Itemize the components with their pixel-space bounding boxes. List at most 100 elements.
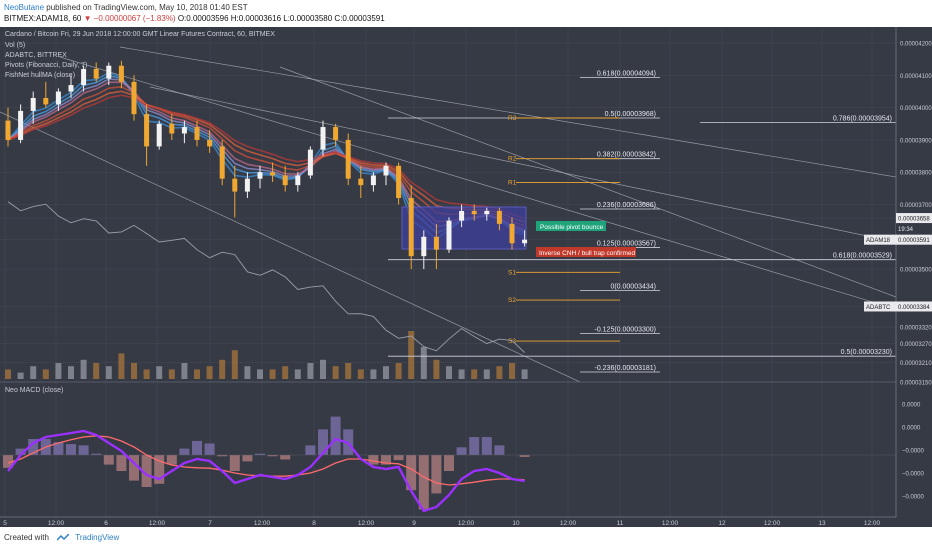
macd-title[interactable]: Neo MACD (close) [5, 387, 63, 394]
fib-label: 0.5(0.00003968) [605, 111, 656, 118]
last-price-label: 0.00003658 [898, 217, 930, 223]
candle-body [181, 127, 187, 134]
volume-bar [55, 363, 62, 379]
legend-pivots[interactable]: Pivots (Fibonacci, Daily, 7) [5, 62, 87, 69]
adabtc-name: ADABTC [866, 305, 891, 311]
volume-bar [471, 369, 478, 379]
price-tick: 0.00004200 [900, 42, 932, 48]
price-tick: 0.00004000 [900, 106, 932, 112]
trendline [119, 46, 897, 178]
trendline [149, 86, 897, 243]
candle-body [43, 98, 49, 105]
candle-body [421, 236, 427, 257]
macd-hist-bar [103, 455, 114, 465]
adabtc-line [7, 201, 525, 353]
volume-bar [320, 359, 326, 379]
price-tick: 0.00003320 [900, 326, 932, 332]
time-tick: 6 [104, 520, 108, 527]
pivot-label: R2 [508, 156, 517, 163]
macd-hist-bar [28, 439, 39, 455]
candle-body [358, 178, 364, 186]
volume-bar [269, 369, 276, 379]
candle-body [383, 165, 389, 176]
note-bounce-text: Possible pivot bounce [540, 224, 604, 231]
price-tick: 0.00003500 [900, 268, 932, 274]
macd-hist-bar [431, 455, 442, 494]
fib-label: 0.5(0.00003230) [841, 349, 892, 356]
volume-bar [521, 369, 528, 379]
note-bulltrap-bg [536, 247, 636, 257]
price-tick: 0.00003150 [900, 381, 932, 387]
volume-bar [206, 366, 213, 379]
note-bulltrap-text: Inverse CNH / bull trap confirmed [539, 250, 635, 257]
macd-hist-bar [78, 445, 89, 455]
volume-bar [307, 363, 314, 379]
time-tick: 12:00 [254, 520, 271, 527]
time-tick: 12:00 [662, 520, 679, 527]
note-bulltrap[interactable]: Inverse CNH / bull trap confirmed [536, 247, 636, 257]
volume-bar [370, 369, 377, 379]
footer: Created with TradingView [0, 527, 932, 550]
candle-body [156, 123, 162, 147]
ribbon-line [7, 90, 525, 223]
macd-hist-bar [229, 455, 240, 471]
chart-area[interactable]: 0.618(0.00004094) 0.5(0.00003968) 0.786(0.… [0, 27, 932, 527]
macd-hist-bar [116, 455, 127, 471]
volume-bar [509, 363, 515, 379]
candle-body [345, 139, 351, 179]
pivot-label: S1 [508, 269, 516, 276]
tradingview-link[interactable]: TradingView [75, 533, 120, 542]
volume-bar [5, 369, 11, 379]
candle-body [270, 172, 276, 176]
volume-bar [433, 359, 440, 379]
volume-bar [496, 366, 503, 379]
ohlc-values: O:0.00003596 H:0.00003616 L:0.00003580 C… [177, 14, 385, 23]
macd-hist-bar [406, 455, 417, 491]
note-bounce[interactable]: Possible pivot bounce [536, 221, 606, 231]
time-tick: 10 [512, 520, 520, 527]
fib-label: 0.236(0.00003686) [597, 202, 656, 209]
volume-bar [118, 353, 125, 379]
volume-bar [395, 363, 402, 379]
trendline [279, 66, 897, 298]
time-tick: 9 [412, 520, 416, 527]
legend-fishnet[interactable]: FishNet hullMA (close) [5, 72, 75, 79]
time-tick: 12:00 [358, 520, 375, 527]
adam18-price-label: 0.00003591 [898, 238, 930, 244]
volume-bar [17, 372, 24, 379]
adabtc-path [7, 201, 525, 353]
tradingview-logo-icon [57, 533, 70, 541]
adabtc-price-label: 0.00003384 [898, 305, 930, 311]
candle-body [68, 85, 74, 92]
candle-body [244, 178, 250, 192]
note-bounce-bg [536, 221, 606, 231]
volume-bar [345, 363, 352, 379]
legend-vol[interactable]: Vol (5) [5, 42, 25, 49]
macd-hist-bar [456, 447, 467, 455]
candle-body [320, 127, 326, 150]
macd-hist-bar [305, 445, 316, 455]
pivot-levels: R3 R2 R1 S1 S2 S3 [508, 115, 620, 345]
candle-body [131, 81, 137, 115]
macd-hist-bar [368, 455, 379, 465]
time-axis-bg[interactable] [0, 517, 932, 527]
fib-label: 0.382(0.00003842) [597, 152, 656, 159]
macd-tick: 0.0000 [902, 426, 921, 432]
candle-body [295, 175, 301, 186]
candle-body [257, 172, 263, 179]
macd-hist-bar [418, 455, 429, 510]
macd-hist-bar [444, 455, 454, 471]
legend-adabtc[interactable]: ADABTC, BITTREX [5, 52, 67, 59]
author-link[interactable]: NeoButane [4, 3, 45, 12]
macd-hist-bar [53, 442, 64, 455]
candle-body [5, 120, 11, 140]
ribbon-line [7, 94, 525, 220]
macd-hist-bar [242, 455, 253, 462]
chart-svg[interactable]: 0.618(0.00004094) 0.5(0.00003968) 0.786(0.… [0, 27, 932, 527]
candle-body [396, 165, 402, 199]
volume-bar [80, 359, 87, 379]
price-axis-bg[interactable] [896, 27, 932, 517]
price-tick: 0.00003270 [900, 342, 932, 348]
macd-tick: −0.0000 [902, 495, 925, 501]
candle-body [307, 149, 313, 176]
